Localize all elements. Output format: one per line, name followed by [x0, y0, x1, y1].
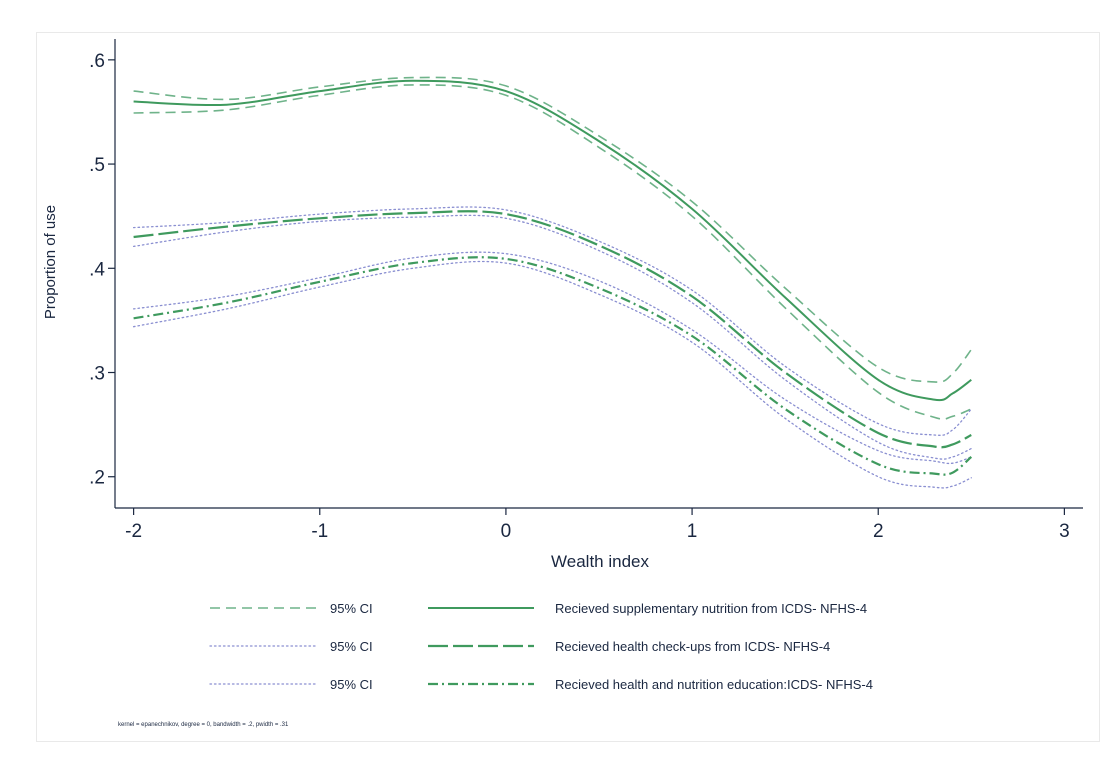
legend-ci-label-3: 95% CI — [330, 677, 373, 692]
y-axis-label: Proportion of use — [42, 205, 59, 319]
y-tick-label: .2 — [89, 468, 105, 489]
chart-axes: -2 -1 0 1 2 3 .2 .3 .4 .5 .6 — [89, 39, 1083, 542]
x-tick-label: -2 — [125, 521, 142, 542]
legend-ci-label-2: 95% CI — [330, 639, 373, 654]
x-tick-label: 2 — [873, 521, 884, 542]
ci-line-7 — [132, 260, 972, 489]
estimate-line-2 — [133, 79, 972, 402]
x-tick-label: 0 — [501, 521, 512, 542]
x-tick-label: 3 — [1059, 521, 1070, 542]
ci-line-4 — [132, 214, 972, 460]
x-tick-label: -1 — [311, 521, 328, 542]
ci-line-3 — [132, 206, 972, 436]
legend-label-health-education: Recieved health and nutrition education:… — [555, 677, 873, 692]
chart-frame — [36, 32, 1100, 742]
legend-label-health-checkups: Recieved health check-ups from ICDS- NFH… — [555, 639, 831, 654]
x-tick-label: 1 — [687, 521, 698, 542]
ci-line-1 — [133, 84, 972, 420]
estimate-line-8 — [133, 256, 973, 476]
kernel-note: kernel = epanechnikov, degree = 0, bandw… — [118, 722, 289, 728]
y-tick-label: .6 — [89, 51, 105, 72]
legend-keys — [209, 607, 534, 686]
estimate-line-5 — [133, 210, 972, 449]
legend-ci-label-1: 95% CI — [330, 601, 373, 616]
y-tick-label: .3 — [89, 364, 105, 385]
plot-lines — [132, 76, 973, 489]
x-axis-label: Wealth index — [551, 552, 649, 571]
legend-label-supplementary-nutrition: Recieved supplementary nutrition from IC… — [555, 601, 868, 616]
ci-line-6 — [132, 251, 972, 465]
ci-line-0 — [133, 76, 972, 383]
y-tick-label: .4 — [89, 259, 105, 280]
y-tick-label: .5 — [89, 155, 105, 176]
